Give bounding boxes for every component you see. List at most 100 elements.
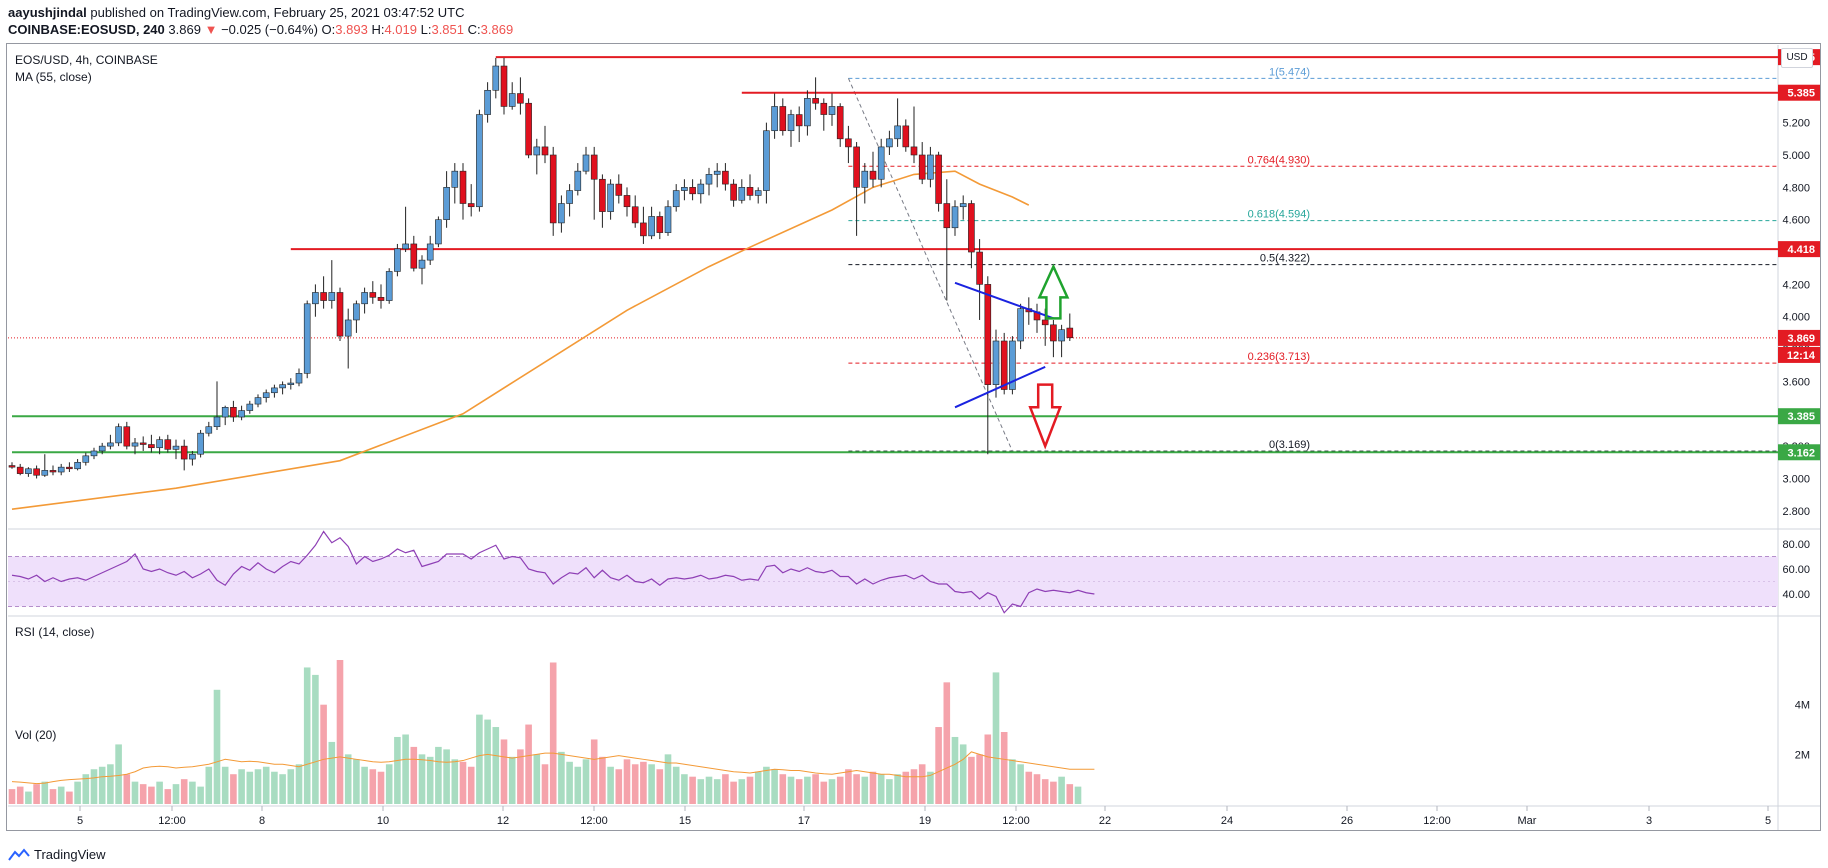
- fib-level-label: 0.618(4.594): [1248, 209, 1310, 221]
- time-tick-label: 5: [77, 815, 83, 827]
- volume-bar: [426, 756, 434, 804]
- price-level-badge: [1778, 84, 1820, 101]
- price-level-badge-text: 4.418: [1787, 244, 1815, 256]
- open-label: O:: [321, 22, 336, 37]
- price-tick-label: 2.800: [1782, 506, 1810, 518]
- volume-bar: [172, 784, 180, 804]
- volume-bar: [886, 779, 893, 804]
- countdown-badge-text: 12:14: [1787, 350, 1816, 362]
- price-level-badge: [1778, 444, 1820, 461]
- candle-down: [139, 442, 147, 445]
- candle-up: [271, 387, 278, 394]
- volume-bar: [385, 764, 393, 804]
- candle-down: [812, 98, 819, 104]
- high-value: 4.019: [384, 22, 417, 37]
- volume-tick-label: 4M: [1795, 700, 1810, 712]
- volume-bar: [107, 764, 114, 804]
- candle-up: [763, 130, 770, 191]
- candle-down: [631, 206, 639, 224]
- volume-bar: [1058, 776, 1065, 804]
- candle-down: [623, 195, 631, 208]
- volume-bar: [853, 774, 860, 804]
- close-value: 3.869: [480, 22, 514, 37]
- price-tick-label: 3.600: [1782, 376, 1810, 388]
- price-tick-label: 5.000: [1782, 150, 1810, 162]
- candle-up: [115, 426, 122, 444]
- currency-button[interactable]: USD: [1781, 48, 1813, 68]
- volume-bar: [123, 774, 131, 804]
- volume-bar: [681, 774, 688, 804]
- volume-bar: [418, 754, 426, 804]
- candle-up: [426, 243, 434, 261]
- time-tick-label: 12:00: [1423, 815, 1451, 827]
- publish-info: published on TradingView.com, February 2…: [86, 5, 465, 20]
- volume-bar: [845, 769, 852, 804]
- high-label: H:: [371, 22, 385, 37]
- candle-up: [754, 190, 762, 196]
- volume-bar: [672, 766, 680, 804]
- candle-up: [713, 170, 721, 175]
- volume-bar: [180, 779, 188, 804]
- volume-bar: [541, 764, 549, 804]
- triangle-lower-line: [954, 365, 1046, 409]
- price-tick-label: 4.800: [1782, 182, 1810, 194]
- volume-bar: [689, 776, 696, 804]
- candle-up: [402, 243, 409, 250]
- volume-bar: [492, 727, 500, 804]
- candle-down: [525, 102, 532, 156]
- candle-down: [336, 292, 344, 337]
- candle-up: [25, 468, 32, 474]
- candle-up: [213, 416, 221, 428]
- candle-up: [927, 154, 934, 180]
- volume-bar: [558, 751, 565, 804]
- price-level-badge: [1778, 241, 1820, 258]
- volume-bar: [771, 769, 778, 804]
- candle-down: [722, 170, 729, 185]
- candle-down: [467, 203, 475, 208]
- last-price-badge-text: 3.869: [1787, 333, 1815, 345]
- volume-bar: [115, 744, 122, 804]
- volume-bar: [976, 754, 983, 804]
- volume-bar: [1025, 771, 1033, 804]
- volume-bar: [795, 779, 803, 804]
- time-tick-label: 5: [1765, 815, 1771, 827]
- volume-bar: [90, 769, 98, 804]
- last-price-badge: [1778, 329, 1820, 346]
- volume-bar: [377, 771, 385, 804]
- candle-up: [697, 183, 705, 195]
- candle-down: [8, 465, 16, 468]
- pane-title-rsi: RSI (14, close): [15, 625, 94, 639]
- author-name[interactable]: aayushjindal: [8, 5, 87, 20]
- candle-up: [41, 470, 49, 476]
- volume-bar: [1066, 784, 1074, 804]
- rsi-line: [11, 530, 1095, 614]
- volume-bar: [25, 791, 32, 804]
- footer-brand[interactable]: TradingView: [8, 847, 106, 862]
- candle-up: [607, 183, 614, 212]
- volume-bar: [443, 749, 450, 804]
- volume-bar: [41, 781, 49, 804]
- candle-up: [804, 98, 811, 127]
- volume-bar: [369, 769, 377, 804]
- volume-bar: [631, 764, 639, 804]
- volume-bar: [525, 724, 532, 804]
- volume-bar: [287, 769, 295, 804]
- candle-down: [640, 222, 647, 237]
- volume-bar: [246, 771, 254, 804]
- candle-up: [353, 303, 360, 321]
- candle-up: [254, 397, 262, 405]
- time-tick-label: 12:00: [1002, 815, 1030, 827]
- candle-up: [312, 292, 319, 305]
- candle-down: [1000, 340, 1008, 390]
- candle-up: [361, 292, 368, 305]
- volume-bar: [722, 774, 729, 804]
- candle-down: [541, 146, 549, 156]
- volume-ma-line: [11, 751, 1095, 785]
- volume-bar: [402, 734, 409, 804]
- volume-bar: [738, 779, 746, 804]
- volume-bar: [74, 781, 81, 804]
- candle-down: [730, 183, 737, 201]
- volume-bar: [8, 789, 16, 804]
- volume-bar: [730, 781, 737, 804]
